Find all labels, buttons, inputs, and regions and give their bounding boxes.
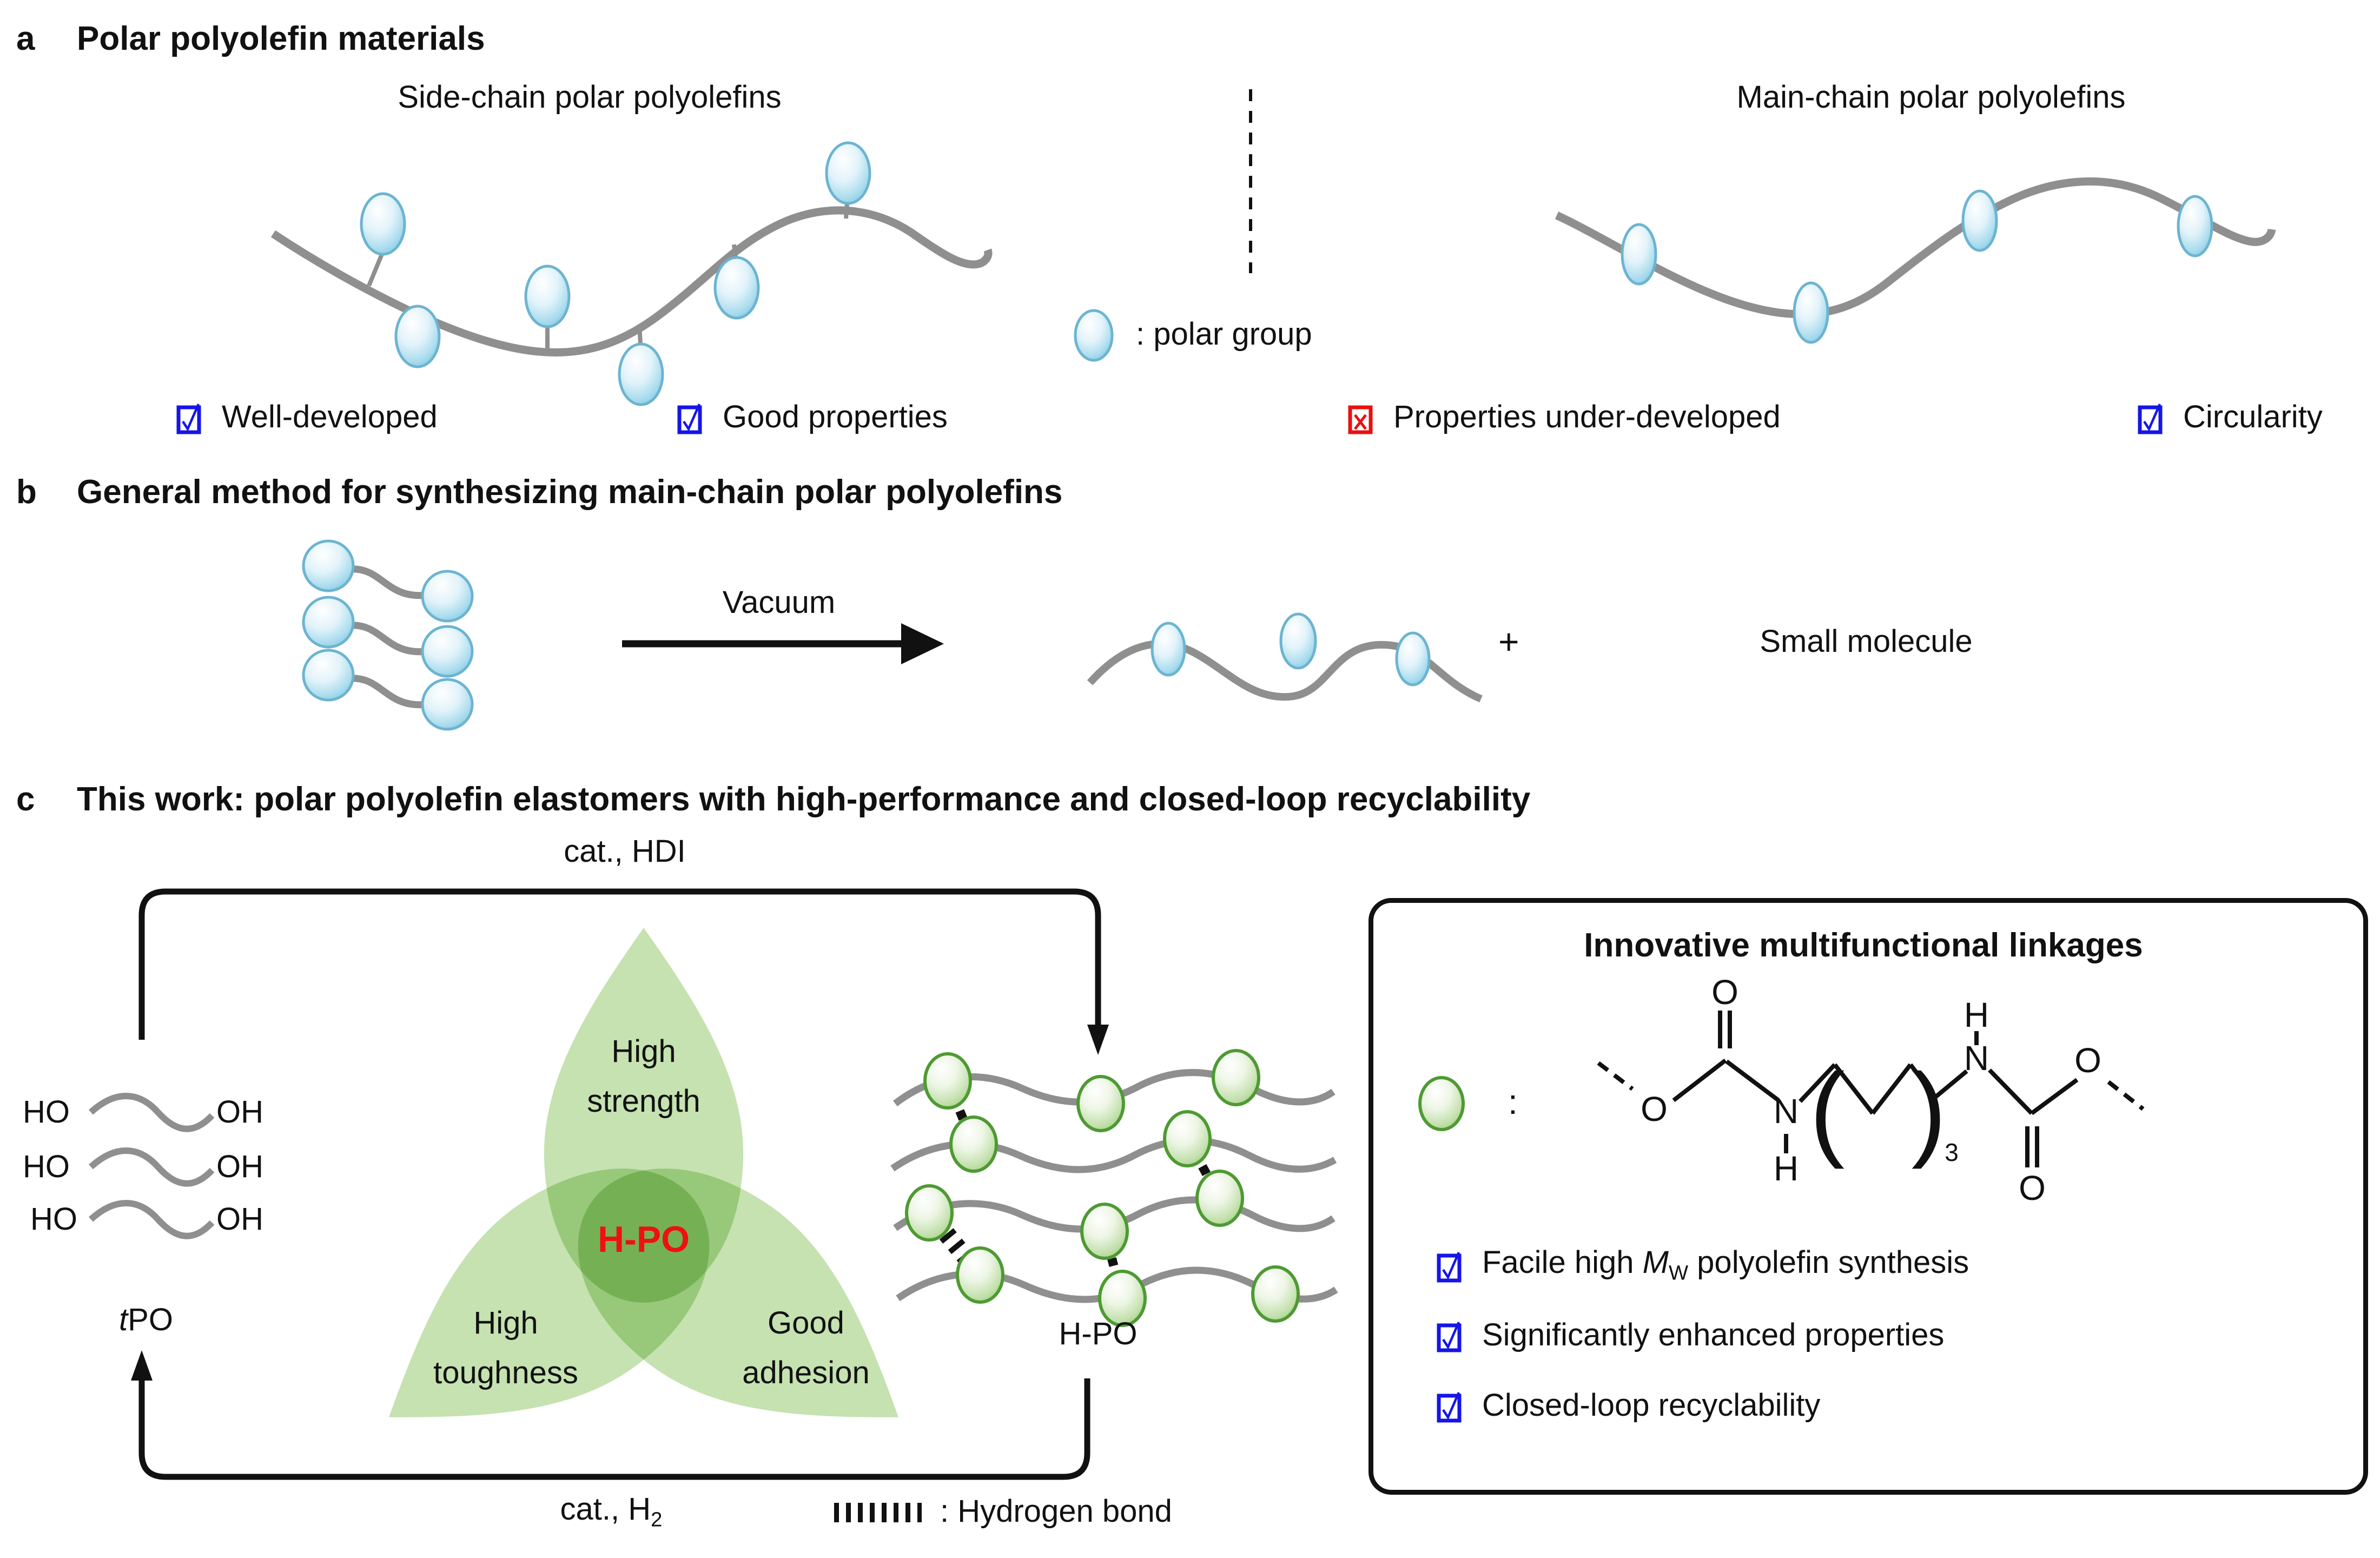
main-chain-heading: Main-chain polar polyolefins: [1736, 80, 2126, 115]
vacuum-arrow-icon: [622, 623, 944, 664]
vacuum-arrow-label: Vacuum: [722, 585, 836, 620]
atom-o-ester-left: O: [1641, 1090, 1668, 1128]
panel-c-label: c: [16, 781, 35, 818]
check-label: Good properties: [723, 399, 948, 434]
checked-box-icon: [2138, 404, 2163, 434]
atom-o-carbonyl-left: O: [1711, 973, 1738, 1012]
label-subscript-w: W: [1668, 1261, 1689, 1285]
check-item-well-developed: Well-developed: [174, 398, 438, 435]
checked-box-icon: [176, 404, 201, 434]
venn-label-high-strength: High strength: [587, 1034, 700, 1119]
end-group-spheres: [302, 539, 474, 731]
venn-petal-right: [578, 1168, 899, 1417]
plus-sign: +: [1498, 622, 1519, 662]
ho-end-group: HO: [23, 1149, 70, 1184]
label-italic-m: M: [1642, 1245, 1669, 1280]
box-item-label: Significantly enhanced properties: [1482, 1317, 1945, 1352]
linkage-group-icon: [1418, 1076, 1465, 1131]
top-loop-path: [138, 888, 1101, 1040]
ho-end-group: HO: [30, 1201, 77, 1237]
main-chain-polymer-illustration: [1555, 177, 2276, 344]
hpo-network-label: H-PO: [1059, 1316, 1138, 1351]
recycle-loop-arrows: [131, 888, 1109, 1480]
box-item-enhanced-properties: Significantly enhanced properties: [1434, 1316, 1944, 1354]
paren-open: (: [1810, 1052, 1845, 1170]
up-arrowhead-icon: [131, 1350, 153, 1381]
check-label: Properties under-developed: [1393, 399, 1781, 434]
checked-box-icon: [1437, 1392, 1462, 1423]
box-item-label: Facile high MW polyolefin synthesis: [1482, 1244, 1969, 1285]
tpo-rest: PO: [128, 1302, 173, 1337]
atom-h-left: H: [1774, 1149, 1799, 1188]
panel-a-label: a: [16, 20, 35, 57]
venn-center-hpo: H-PO: [598, 1219, 690, 1260]
linkage-legend-colon: :: [1508, 1082, 1518, 1121]
oh-end-group: OH: [216, 1201, 263, 1237]
venn-label-high-toughness: High toughness: [433, 1305, 578, 1390]
panel-b-title: General method for synthesizing main-cha…: [77, 473, 1063, 511]
atom-h-right: H: [1964, 995, 1989, 1034]
bond-dashed-left: [1597, 1061, 1634, 1091]
box-item-closed-loop: Closed-loop recyclability: [1434, 1386, 1820, 1424]
cat-h2-subscript: 2: [651, 1508, 663, 1531]
linkage-spheres: [905, 1049, 1300, 1327]
tpo-chain-squiggles: [88, 1093, 215, 1239]
ho-end-group: HO: [23, 1094, 70, 1130]
venn-label-good-adhesion: Good adhesion: [742, 1305, 870, 1390]
side-chain-heading: Side-chain polar polyolefins: [398, 80, 782, 115]
carbamate-structure: O O N H H N O O ( ) 3: [1597, 973, 2145, 1207]
polymer-chain: [1555, 177, 2276, 319]
product-main-chain-polymer: [1087, 612, 1483, 703]
cat-h2-label: cat., H2: [503, 1491, 719, 1532]
check-item-circularity: Circularity: [2136, 398, 2323, 435]
atom-n-right: N: [1964, 1039, 1989, 1078]
cat-h2-text: cat., H: [560, 1491, 651, 1527]
polar-group-legend-text: : polar group: [1136, 316, 1312, 352]
atom-n-left: N: [1774, 1092, 1799, 1131]
box-item-label: Closed-loop recyclability: [1482, 1387, 1821, 1423]
bottom-loop-path: [138, 1375, 1090, 1480]
tpo-label: tPO: [92, 1302, 200, 1338]
linkages-box-title: Innovative multifunctional linkages: [1584, 927, 2143, 964]
label-pre: Facile high: [1482, 1245, 1643, 1280]
polar-group-spheres: [360, 141, 871, 406]
side-chain-polymer-illustration: [270, 141, 993, 406]
reactant-short-chains: [302, 539, 474, 731]
check-item-good-properties: Good properties: [675, 398, 948, 435]
cat-hdi-label: cat., HDI: [564, 834, 686, 869]
check-label: Circularity: [2183, 399, 2323, 434]
innovative-linkages-box: [1368, 898, 2368, 1495]
crossed-box-icon: [1348, 405, 1373, 434]
panel-c-title: This work: polar polyolefin elastomers w…: [77, 781, 1531, 818]
polar-group-icon: [1074, 309, 1114, 362]
polar-group-spheres: [1621, 189, 2213, 344]
bond-dashed-right: [2107, 1080, 2145, 1111]
box-item-facile-synthesis: Facile high MW polyolefin synthesis: [1434, 1244, 1969, 1285]
repeat-subscript: 3: [1945, 1138, 1959, 1166]
checked-box-icon: [677, 404, 702, 434]
checked-box-icon: [1437, 1322, 1462, 1352]
check-item-properties-under-developed: Properties under-developed: [1346, 398, 1781, 435]
oh-end-group: OH: [216, 1094, 263, 1130]
check-label: Well-developed: [222, 399, 438, 434]
panel-b-label: b: [16, 473, 37, 511]
label-post: polyolefin synthesis: [1688, 1245, 1969, 1280]
hydrogen-bond-legend-text: : Hydrogen bond: [940, 1494, 1172, 1529]
small-molecule-label: Small molecule: [1760, 624, 1973, 659]
checked-box-icon: [1437, 1251, 1462, 1283]
panel-a-title: Polar polyolefin materials: [77, 20, 485, 57]
paren-close: ): [1912, 1052, 1947, 1170]
oh-end-group: OH: [216, 1149, 263, 1184]
hpo-network-illustration: [890, 1049, 1338, 1327]
atom-o-ester-right: O: [2074, 1041, 2101, 1080]
tpo-italic-t: t: [119, 1302, 128, 1337]
down-arrowhead-icon: [1087, 1025, 1109, 1055]
venn-diagram: [388, 928, 899, 1417]
atom-o-carbonyl-right: O: [2019, 1168, 2046, 1207]
